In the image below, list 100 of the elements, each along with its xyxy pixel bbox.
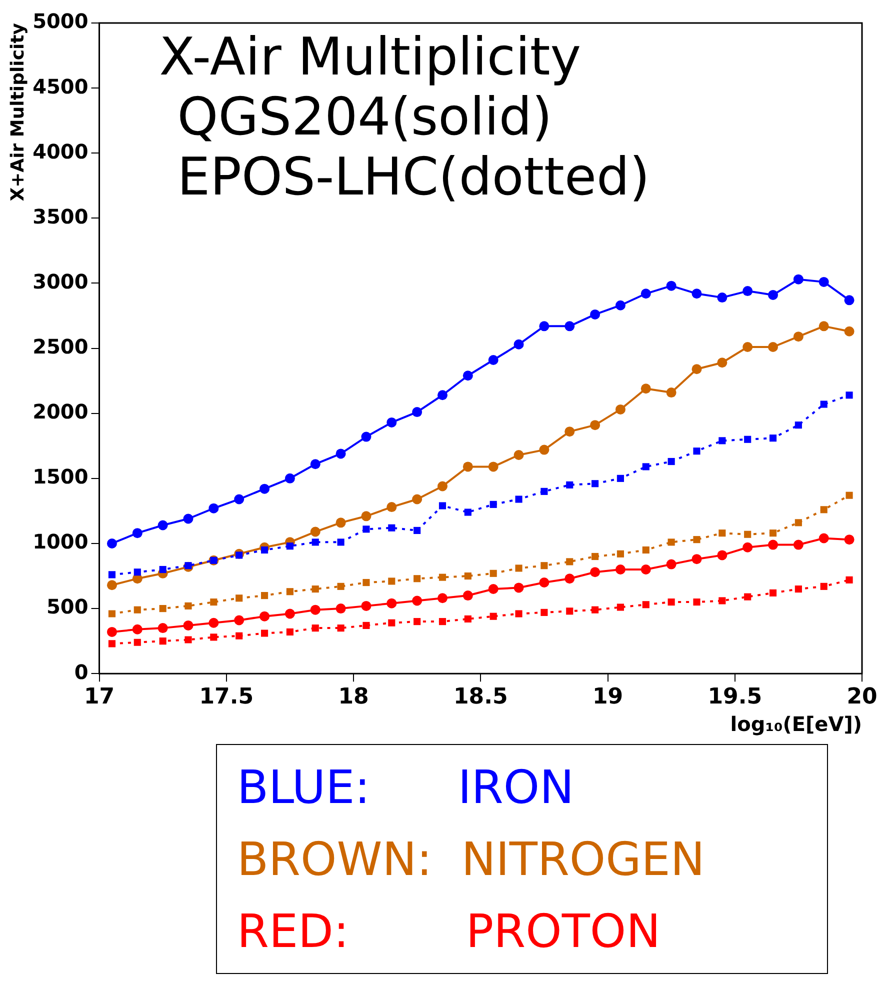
point [666, 388, 676, 398]
point [668, 458, 675, 466]
y-tick-label: 4500 [32, 74, 88, 98]
x-tick-label: 20 [846, 684, 878, 710]
point [361, 432, 372, 442]
point [134, 638, 141, 646]
point [386, 598, 397, 608]
point [437, 390, 448, 400]
point [844, 295, 854, 306]
point [208, 503, 219, 514]
x-tick-label: 18 [338, 684, 369, 710]
y-tick-label: 1500 [32, 464, 88, 489]
point [566, 481, 574, 488]
point [414, 526, 421, 534]
point [642, 546, 650, 554]
point [236, 552, 243, 559]
point [693, 448, 700, 455]
point [846, 392, 853, 399]
point [616, 550, 624, 558]
point [515, 496, 522, 503]
point [718, 530, 726, 537]
point [488, 462, 498, 472]
point [286, 628, 294, 636]
point [184, 636, 192, 644]
point [615, 404, 626, 414]
point [717, 292, 728, 303]
point [744, 593, 752, 600]
point [388, 578, 396, 585]
point [615, 300, 626, 310]
point [236, 632, 243, 640]
point [208, 618, 219, 628]
point [590, 309, 600, 320]
point [362, 526, 370, 533]
text: RED: PROTON [237, 903, 662, 960]
point [592, 480, 599, 488]
point [108, 640, 116, 648]
point [361, 511, 372, 522]
point [464, 508, 472, 516]
point [438, 574, 446, 581]
point [794, 585, 802, 593]
point [310, 526, 320, 537]
x-tick-label: 19 [592, 684, 624, 710]
point [412, 407, 422, 418]
point [564, 574, 575, 584]
point [312, 538, 319, 546]
point [362, 578, 370, 586]
point [260, 484, 270, 494]
point [844, 326, 854, 336]
point [134, 606, 141, 614]
point [488, 355, 498, 366]
point [286, 542, 294, 550]
point [564, 426, 575, 437]
point [742, 542, 753, 552]
point [236, 594, 243, 602]
y-tick-label: 1000 [32, 530, 88, 554]
point [158, 623, 168, 634]
point [437, 481, 448, 492]
point [183, 514, 194, 524]
point [846, 576, 853, 584]
point [717, 550, 728, 560]
point [539, 321, 550, 332]
point [183, 620, 194, 630]
y-tick-label: 3500 [32, 204, 88, 228]
point [564, 321, 575, 332]
point [337, 582, 344, 590]
point [260, 546, 268, 554]
point [692, 364, 702, 374]
point [640, 384, 651, 394]
point [260, 611, 270, 622]
point [793, 332, 804, 342]
point [668, 598, 675, 606]
point [210, 634, 218, 641]
x-tick-label: 17 [84, 684, 115, 710]
point [742, 342, 753, 352]
point [462, 370, 473, 381]
point [362, 622, 370, 629]
point [768, 290, 778, 300]
point [488, 584, 498, 594]
point [490, 570, 497, 577]
point [718, 597, 726, 604]
point [184, 602, 192, 610]
point [464, 615, 472, 622]
point [820, 582, 828, 590]
point [566, 558, 574, 566]
point [284, 473, 295, 484]
point [336, 518, 346, 528]
point [768, 540, 778, 550]
y-axis-title: X+Air Multiplicity [7, 22, 28, 202]
point [590, 420, 600, 430]
chart-title: X-Air Multiplicity [159, 28, 582, 88]
y-tick-label: 0 [74, 660, 88, 684]
point [744, 436, 752, 443]
point [490, 612, 497, 620]
annotation: EPOS-LHC(dotted) [177, 148, 650, 208]
point [210, 598, 218, 606]
point [692, 288, 702, 299]
x-tick-label: 18.5 [453, 684, 508, 710]
point [386, 417, 397, 428]
point [414, 618, 421, 626]
point [310, 459, 320, 470]
